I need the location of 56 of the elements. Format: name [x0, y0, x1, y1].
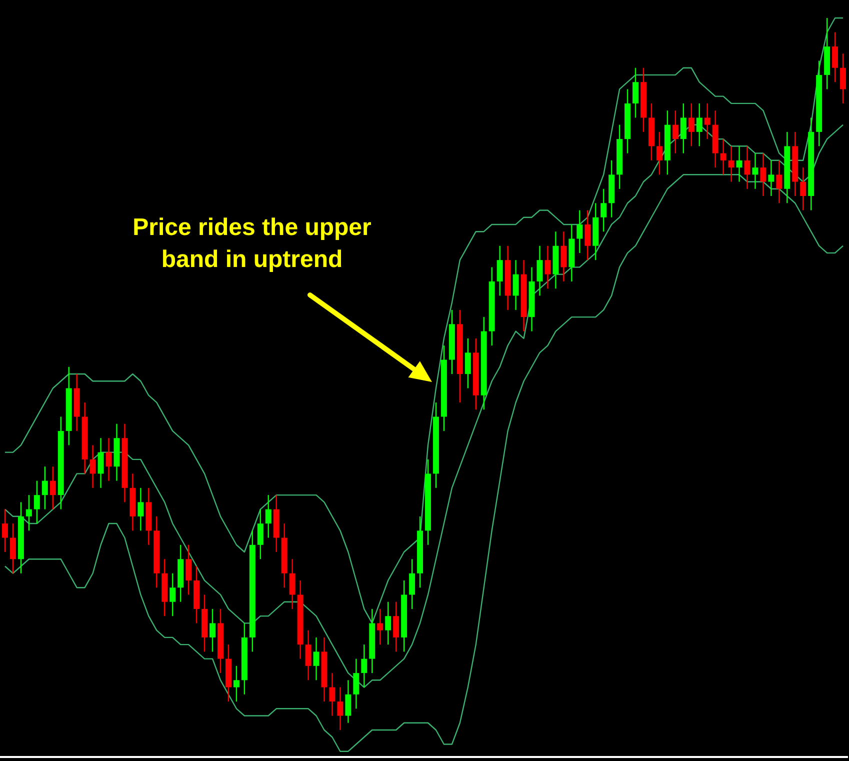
- candlestick: [337, 686, 344, 731]
- candlestick: [768, 160, 774, 197]
- candlestick: [560, 231, 567, 282]
- candlestick: [736, 146, 742, 182]
- candlestick: [760, 152, 766, 197]
- candlestick: [744, 146, 750, 190]
- candlestick: [656, 131, 662, 176]
- candlestick: [696, 102, 702, 147]
- candlestick: [688, 102, 694, 147]
- candlestick: [170, 572, 176, 617]
- candlestick: [329, 672, 336, 716]
- candlestick: [106, 437, 112, 482]
- candlestick: [289, 558, 296, 610]
- candlestick: [496, 245, 503, 296]
- candlestick: [720, 138, 726, 176]
- annotation: Price rides the upper band in uptrend: [132, 214, 372, 273]
- candlestick: [353, 658, 360, 710]
- candlestick: [409, 558, 416, 610]
- candlestick: [257, 508, 264, 560]
- candlestick: [464, 338, 471, 389]
- candlestick: [313, 636, 320, 681]
- candlestick: [393, 601, 400, 652]
- candlestick: [600, 188, 607, 232]
- candlestick: [34, 480, 40, 524]
- candlestick: [576, 210, 583, 254]
- candlestick: [305, 630, 312, 681]
- candlestick: [728, 146, 734, 182]
- candlestick: [385, 601, 392, 646]
- candlestick: [840, 53, 846, 104]
- candlestick: [512, 259, 519, 311]
- candlestick: [680, 102, 686, 154]
- candlestick: [544, 245, 551, 290]
- candlestick: [672, 110, 678, 154]
- candlestick: [345, 680, 352, 724]
- candlestick: [210, 608, 216, 652]
- candlestick: [632, 67, 638, 118]
- candlestick: [800, 166, 806, 211]
- candlestick: [50, 466, 56, 510]
- candlestick: [361, 644, 368, 688]
- candlestick: [265, 494, 272, 538]
- candlestick: [2, 508, 8, 553]
- candlestick: [10, 522, 16, 574]
- candlestick: [776, 160, 782, 204]
- candlestick: [90, 444, 96, 489]
- candlestick: [42, 466, 48, 510]
- candlestick: [98, 437, 104, 489]
- candlestick: [536, 245, 543, 296]
- candlestick: [752, 152, 758, 190]
- candlestick: [832, 32, 838, 83]
- candlestick: [138, 487, 144, 532]
- candlestick: [186, 544, 192, 596]
- candlestick: [26, 494, 32, 532]
- candlestick: [584, 210, 591, 261]
- candlestick: [377, 608, 384, 646]
- candlestick: [704, 102, 710, 140]
- candlestick: [233, 665, 240, 702]
